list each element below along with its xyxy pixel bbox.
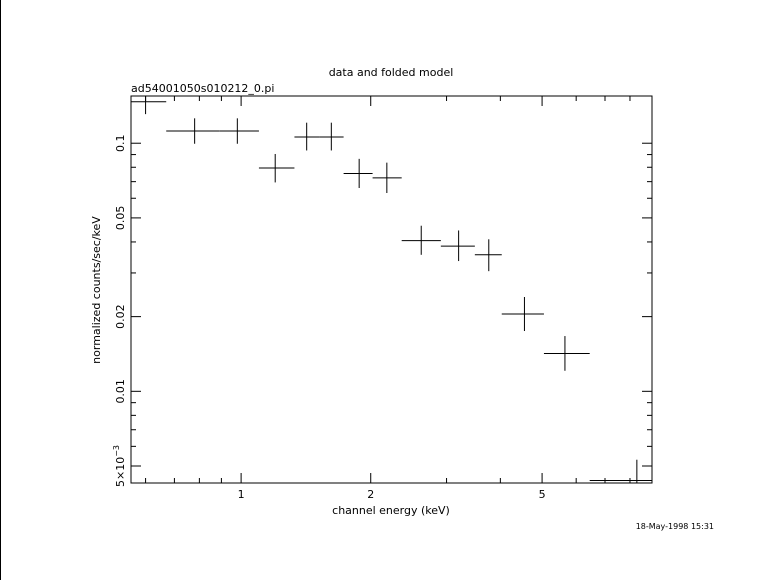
y-axis-label: normalized counts/sec/keV — [90, 216, 103, 364]
data-point — [543, 336, 590, 371]
data-point — [319, 122, 344, 151]
x-tick-label: 1 — [238, 488, 245, 501]
tick-labels: 1 2 5 0.1 0.05 0.02 0.01 5×10−3 — [112, 134, 546, 501]
data-point — [294, 122, 320, 151]
chart-subtitle: ad54001050s010212_0.pi — [131, 82, 274, 95]
x-tick-label: 2 — [367, 488, 374, 501]
data-point — [131, 96, 167, 115]
data-point — [258, 153, 295, 183]
timestamp: 18-May-1998 15:31 — [636, 522, 714, 531]
axis-ticks — [131, 96, 653, 483]
y-tick-label: 0.05 — [114, 206, 127, 231]
y-tick-label: 5×10−3 — [112, 445, 127, 487]
data-point — [474, 239, 502, 272]
data-point — [501, 296, 544, 332]
data-point — [219, 118, 259, 144]
y-tick-label: 0.1 — [114, 134, 127, 152]
plot-frame — [130, 95, 653, 484]
data-point — [401, 225, 441, 255]
data-point — [343, 158, 373, 188]
data-point — [372, 162, 402, 194]
data-point — [166, 118, 220, 144]
data-point — [589, 459, 652, 483]
x-axis-label: channel energy (keV) — [332, 504, 450, 517]
y-tick-label: 0.02 — [114, 304, 127, 329]
data-point — [440, 230, 475, 262]
chart-title: data and folded model — [329, 66, 454, 79]
x-tick-label: 5 — [539, 488, 546, 501]
data-points — [131, 96, 652, 483]
window-left-edge — [0, 0, 1, 580]
y-tick-label: 0.01 — [114, 379, 127, 404]
